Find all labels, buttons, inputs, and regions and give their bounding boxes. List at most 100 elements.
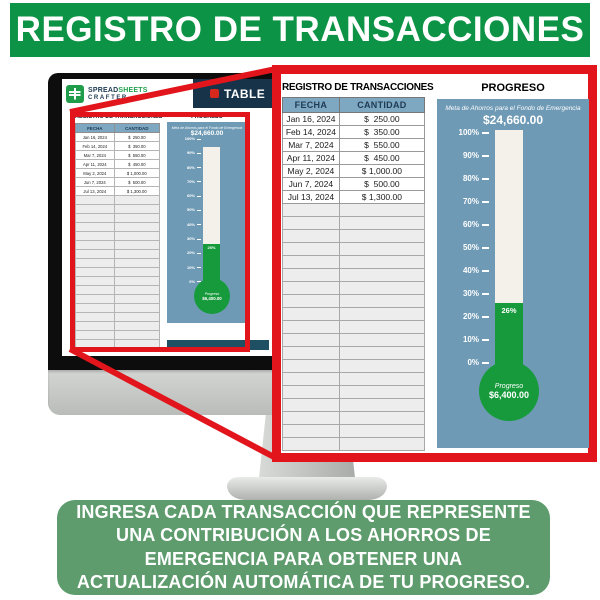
goal-label: Meta de Ahorros para el Fondo de Emergen…: [445, 105, 581, 112]
empty-cell[interactable]: [282, 281, 340, 295]
col-header-cantidad: CANTIDAD: [338, 97, 426, 113]
empty-cell[interactable]: [338, 372, 426, 386]
empty-cell[interactable]: [338, 203, 426, 217]
empty-row: [282, 294, 426, 308]
tick: 70%: [169, 179, 201, 184]
col-header-fecha: FECHA: [282, 97, 340, 113]
tick: 50%: [437, 244, 489, 252]
empty-cell[interactable]: [338, 229, 426, 243]
empty-cell[interactable]: [282, 372, 340, 386]
empty-cell[interactable]: [282, 346, 340, 360]
empty-row: [282, 398, 426, 412]
empty-cell[interactable]: [282, 359, 340, 373]
cantidad-cell[interactable]: $ 350.00: [338, 125, 426, 139]
empty-row: [282, 242, 426, 256]
empty-row: [282, 307, 426, 321]
empty-cell[interactable]: [282, 437, 340, 451]
mini-transactions-table: FECHA CANTIDAD Jan 16, 2024 $ 250.00 Feb 1…: [75, 123, 161, 349]
empty-cell[interactable]: [282, 216, 340, 230]
fecha-cell[interactable]: Jan 16, 2024: [282, 112, 340, 126]
cantidad-cell[interactable]: $ 500.00: [338, 177, 426, 191]
empty-cell[interactable]: [338, 424, 426, 438]
empty-cell[interactable]: [282, 411, 340, 425]
empty-row: [282, 385, 426, 399]
tick: 20%: [169, 251, 201, 255]
empty-row: [282, 268, 426, 282]
empty-cell[interactable]: [282, 307, 340, 321]
empty-cell[interactable]: [282, 398, 340, 412]
empty-row: [282, 359, 426, 373]
brand-part2: SHEETS: [118, 86, 148, 94]
empty-row: [282, 333, 426, 347]
empty-row: [282, 320, 426, 334]
tick: 20%: [437, 313, 489, 321]
selection-rectangle: [70, 112, 250, 352]
table-row: Jun 7, 2024 $ 500.00: [282, 177, 426, 191]
empty-cell[interactable]: [338, 268, 426, 282]
mini-thermometer-fill: 26%: [203, 243, 220, 283]
tick: 60%: [169, 194, 201, 198]
fecha-cell[interactable]: Jun 7, 2024: [282, 177, 340, 191]
fecha-cell[interactable]: Jul 13, 2024: [282, 190, 340, 204]
empty-cell[interactable]: [338, 411, 426, 425]
thermometer-tube: 26%: [495, 130, 523, 384]
empty-cell[interactable]: [282, 294, 340, 308]
empty-cell[interactable]: [338, 294, 426, 308]
empty-cell[interactable]: [282, 242, 340, 256]
cantidad-cell[interactable]: $ 1,000.00: [338, 164, 426, 178]
mini-progress-bulb: Progreso $6,400.00: [194, 278, 230, 314]
bulb-label: Progreso: [494, 382, 524, 390]
empty-cell[interactable]: [338, 307, 426, 321]
tick: 80%: [169, 165, 201, 170]
fecha-cell[interactable]: Mar 7, 2024: [282, 138, 340, 152]
progress-panel: Meta de Ahorros para el Fondo de Emergen…: [437, 99, 589, 448]
fecha-cell[interactable]: May 2, 2024: [282, 164, 340, 178]
empty-cell[interactable]: [282, 333, 340, 347]
mini-table-title: REGISTRO DE TRANSACCIONES: [75, 114, 163, 120]
empty-cell[interactable]: [282, 385, 340, 399]
empty-cell[interactable]: [338, 242, 426, 256]
fecha-cell[interactable]: Feb 14, 2024: [282, 125, 340, 139]
empty-cell[interactable]: [282, 268, 340, 282]
empty-cell[interactable]: [338, 346, 426, 360]
mini-thermometer-ticks: 100% 90% 80% 70% 60% 50% 40% 30% 20% 10% 0%: [169, 137, 201, 284]
empty-cell[interactable]: [338, 216, 426, 230]
empty-cell[interactable]: [282, 424, 340, 438]
cantidad-cell[interactable]: $ 550.00: [338, 138, 426, 152]
brand-part3: CRAFTER: [88, 94, 128, 101]
empty-cell[interactable]: [282, 203, 340, 217]
empty-cell[interactable]: [338, 333, 426, 347]
empty-cell[interactable]: [338, 385, 426, 399]
fecha-cell[interactable]: Apr 11, 2024: [282, 151, 340, 165]
footer-text: INGRESA CADA TRANSACCIÓN QUE REPRESENTE …: [76, 502, 531, 592]
brand-part1: SPREAD: [88, 86, 119, 94]
empty-cell[interactable]: [338, 255, 426, 269]
empty-row: [282, 346, 426, 360]
empty-cell[interactable]: [338, 281, 426, 295]
empty-cell[interactable]: [338, 398, 426, 412]
cantidad-cell[interactable]: $ 450.00: [338, 151, 426, 165]
empty-row: [282, 229, 426, 243]
tick: 70%: [437, 198, 489, 206]
tick: 100%: [169, 137, 201, 141]
menu-label[interactable]: TABLE: [224, 86, 266, 101]
empty-cell[interactable]: [338, 437, 426, 451]
tick: 40%: [169, 222, 201, 227]
progress-title: PROGRESO: [481, 82, 545, 94]
tick: 90%: [169, 151, 201, 155]
table-row: Apr 11, 2024 $ 450.00: [282, 151, 426, 165]
table-row: Mar 7, 2024 $ 550.00: [282, 138, 426, 152]
empty-cell[interactable]: [282, 320, 340, 334]
tick: 10%: [437, 336, 489, 344]
cantidad-cell[interactable]: $ 1,300.00: [338, 190, 426, 204]
empty-cell[interactable]: [338, 359, 426, 373]
zoom-callout: REGISTRO DE TRANSACCIONES PROGRESO FECHA…: [272, 65, 597, 462]
transactions-table: FECHA CANTIDAD Jan 16, 2024 $ 250.00 Feb 1…: [282, 97, 426, 451]
empty-cell[interactable]: [282, 255, 340, 269]
empty-cell[interactable]: [338, 320, 426, 334]
empty-cell[interactable]: [282, 229, 340, 243]
empty-row: [282, 437, 426, 451]
cantidad-cell[interactable]: $ 250.00: [338, 112, 426, 126]
tick: 60%: [437, 221, 489, 229]
